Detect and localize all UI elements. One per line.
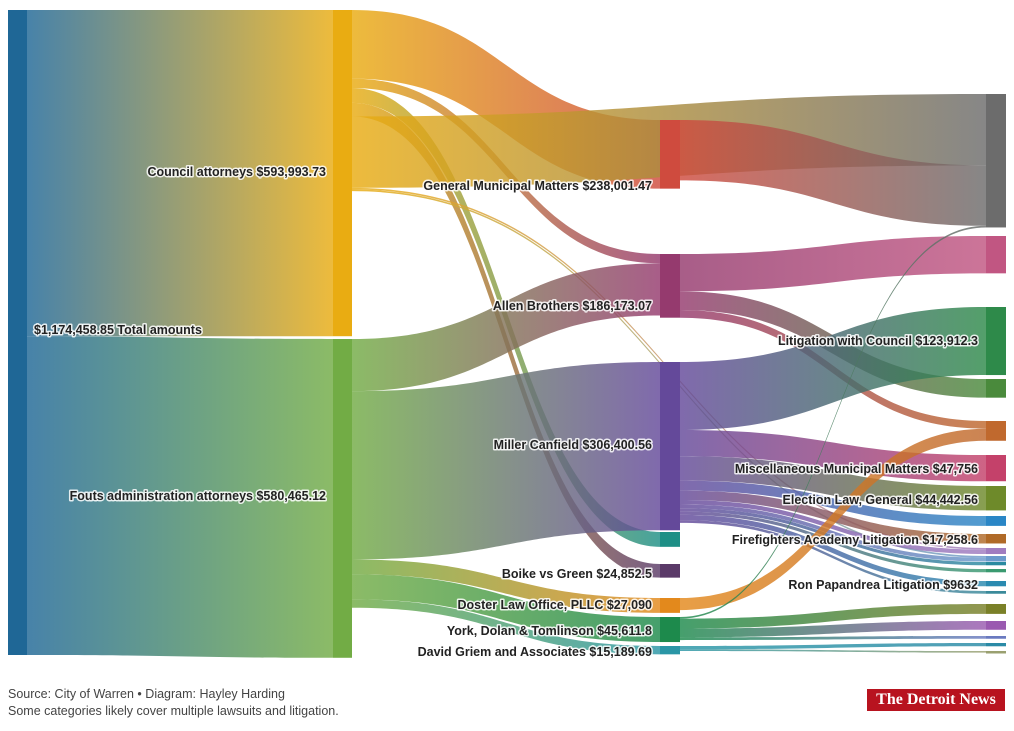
node-boike <box>660 564 680 578</box>
node-label-gmm: General Municipal Matters $238,001.47 <box>423 179 652 193</box>
node-s6 <box>986 591 1006 594</box>
node-rpl <box>986 581 1006 587</box>
link-york-to-gray <box>680 225 986 619</box>
link-york-to-purple3 <box>680 621 986 638</box>
link-gmm-to-gray <box>680 120 986 226</box>
node-label-total: $1,174,458.85 Total amounts <box>34 323 202 337</box>
link-fouts-to-griem <box>352 599 660 655</box>
node-council <box>333 10 352 337</box>
node-orange <box>986 421 1006 441</box>
sankey-diagram: $1,174,458.85 Total amounts Council attor… <box>8 10 1006 661</box>
node-label-ffa: Firefighters Academy Litigation $17,258.… <box>732 533 978 547</box>
node-doster <box>660 598 680 613</box>
link-york-to-olive <box>680 604 986 629</box>
node-purple3 <box>986 621 1006 630</box>
node-s4 <box>986 569 1006 573</box>
node-label-lwc: Litigation with Council $123,912.3 <box>778 334 978 348</box>
link-doster-to-orange <box>680 428 986 611</box>
node-s3 <box>986 562 1006 566</box>
node-pink <box>986 236 1006 274</box>
node-griem <box>660 646 680 655</box>
link-fouts-to-doster <box>352 559 660 613</box>
link-miller-to-mmm <box>680 430 986 482</box>
node-arb <box>660 532 680 547</box>
node-blue1 <box>986 516 1006 526</box>
link-allen-to-pink <box>680 236 986 292</box>
node-miller <box>660 362 680 531</box>
node-label-miller: Miller Canfield $306,400.56 <box>494 438 652 452</box>
node-elec <box>986 486 1006 511</box>
node-sage <box>986 651 1006 654</box>
node-ffa <box>986 534 1006 544</box>
node-label-griem: David Griem and Associates $15,189.69 <box>418 645 652 659</box>
node-blue3 <box>986 636 1006 639</box>
node-mmm <box>986 455 1006 482</box>
link-miller-to-blue1 <box>680 480 986 526</box>
link-griem-to-sage <box>680 649 986 653</box>
link-miller-to-s1 <box>680 500 986 555</box>
link-total-to-fouts <box>27 336 333 658</box>
node-label-doster: Doster Law Office, PLLC $27,090 <box>457 598 652 612</box>
node-fouts <box>333 339 352 658</box>
sankey-nodes <box>8 10 1006 658</box>
node-label-york: York, Dolan & Tomlinson $45,611.8 <box>447 624 652 638</box>
node-total <box>8 10 27 655</box>
link-miller-to-s2 <box>680 504 986 562</box>
link-griem-to-teal3 <box>680 643 986 650</box>
footnote: Some categories likely cover multiple la… <box>8 704 339 718</box>
link-miller-to-rpl <box>680 514 986 587</box>
node-s2 <box>986 556 1006 562</box>
node-allen <box>660 254 680 318</box>
node-teal3 <box>986 643 1006 647</box>
link-fouts-to-miller <box>352 362 660 560</box>
link-miller-to-s6 <box>680 520 986 594</box>
node-label-mmm: Miscellaneous Municipal Matters $47,756 <box>735 462 978 476</box>
node-label-fouts: Fouts administration attorneys $580,465.… <box>70 489 326 503</box>
node-gmm <box>660 120 680 189</box>
node-label-elec: Election Law, General $44,442.56 <box>783 493 979 507</box>
node-york <box>660 617 680 643</box>
node-label-council: Council attorneys $593,993.73 <box>147 165 326 179</box>
node-label-allen: Allen Brothers $186,173.07 <box>493 299 652 313</box>
link-fouts-to-york <box>352 574 660 643</box>
footer: Source: City of Warren • Diagram: Hayley… <box>8 686 339 720</box>
link-total-to-council <box>27 10 333 337</box>
node-green2 <box>986 379 1006 398</box>
source-credit: Source: City of Warren • Diagram: Hayley… <box>8 687 285 701</box>
detroit-news-logo: The Detroit News <box>867 689 1005 711</box>
node-lwc <box>986 307 1006 376</box>
node-label-boike: Boike vs Green $24,852.5 <box>502 567 652 581</box>
link-miller-to-s3 <box>680 508 986 566</box>
node-s1 <box>986 548 1006 555</box>
link-miller-to-s4 <box>680 511 986 573</box>
link-miller-to-lwc <box>680 307 986 431</box>
node-olive <box>986 604 1006 614</box>
node-gray <box>986 94 1006 228</box>
link-miller-to-elec <box>680 456 986 511</box>
link-york-to-blue3 <box>680 636 986 641</box>
link-fouts-to-allen <box>352 263 660 392</box>
node-label-rpl: Ron Papandrea Litigation $9632 <box>788 578 978 592</box>
sankey-labels: $1,174,458.85 Total amounts Council attor… <box>33 164 980 661</box>
